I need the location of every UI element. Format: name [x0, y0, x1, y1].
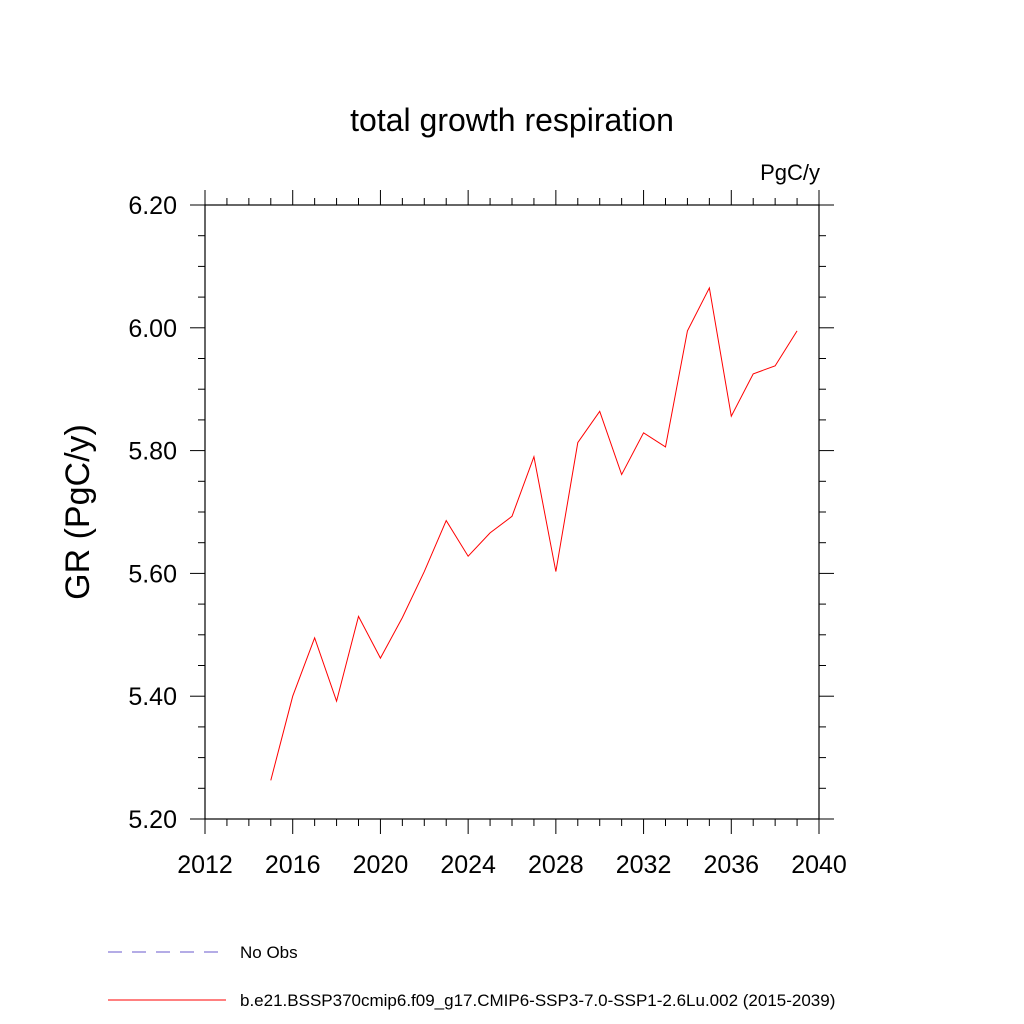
legend-label-1: No Obs [240, 943, 298, 962]
x-tick-label: 2016 [265, 851, 321, 879]
axis-ticks: 2012 2016 2020 2024 2028 2032 2036 2040 5.20 5.40… [128, 190, 847, 879]
y-tick-label: 6.00 [128, 315, 177, 343]
x-tick-label: 2012 [177, 851, 233, 879]
x-tick-label: 2036 [703, 851, 759, 879]
units-label: PgC/y [760, 160, 820, 185]
y-tick-label: 5.60 [128, 560, 177, 588]
y-tick-label: 6.20 [128, 192, 177, 220]
x-tick-label: 2020 [353, 851, 409, 879]
y-axis-label: GR (PgC/y) [59, 424, 97, 600]
y-tick-label: 5.20 [128, 806, 177, 834]
x-tick-label: 2040 [791, 851, 847, 879]
series-layer [270, 286, 798, 781]
plot-frame [204, 204, 820, 820]
y-tick-label: 5.80 [128, 438, 177, 466]
x-tick-label: 2024 [440, 851, 496, 879]
y-tick-label: 5.40 [128, 683, 177, 711]
x-tick-label: 2028 [528, 851, 584, 879]
series-line-0 [270, 286, 798, 781]
x-tick-label: 2032 [616, 851, 672, 879]
legend-label-0: b.e21.BSSP370cmip6.f09_g17.CMIP6-SSP3-7.… [240, 991, 835, 1010]
chart-title: total growth respiration [350, 102, 674, 138]
legend: No Obs b.e21.BSSP370cmip6.f09_g17.CMIP6-S… [108, 943, 835, 1010]
